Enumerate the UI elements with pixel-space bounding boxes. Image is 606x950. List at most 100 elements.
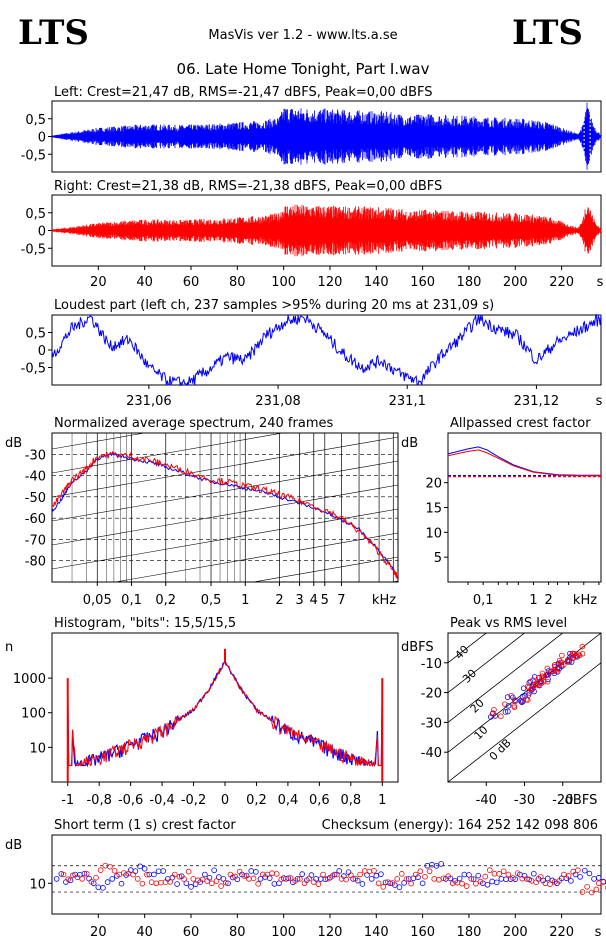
- crest-short-point: [274, 872, 279, 877]
- crest-short-point: [344, 877, 349, 882]
- x-tick-label: 1: [529, 593, 537, 608]
- x-tick-label: 5: [321, 593, 329, 608]
- x-tick-label: 1: [241, 593, 249, 608]
- spectrum-slope-line: [52, 461, 398, 521]
- crest-short-point: [272, 881, 277, 886]
- crest-short-point: [562, 872, 567, 877]
- x-tick-label: 160: [410, 275, 435, 290]
- crest-short-point: [596, 881, 601, 886]
- crest-short-point: [432, 876, 437, 881]
- x-tick-label: 140: [364, 275, 389, 290]
- x-tick-label: 0,05: [83, 593, 112, 608]
- y-tick-label: 1000: [13, 672, 46, 687]
- crest-short-point: [494, 880, 499, 885]
- peak-rms-point: [498, 714, 503, 719]
- crest-short-point: [219, 884, 224, 889]
- waveform-title: Right: Crest=21,38 dB, RMS=-21,38 dBFS, …: [54, 179, 442, 194]
- crest-short-point: [158, 880, 163, 885]
- y-tick-label: 10: [425, 526, 442, 541]
- crest-short-point: [300, 872, 305, 877]
- crest-short-point: [189, 884, 194, 889]
- spectrum-slope-line: [52, 317, 398, 377]
- spectrum-title: Normalized average spectrum, 240 frames: [54, 416, 333, 431]
- crest-short-point: [369, 876, 374, 881]
- crest-short-point: [582, 868, 587, 873]
- y-tick-label: 0,5: [25, 113, 46, 128]
- crest-short-point: [501, 869, 506, 874]
- x-tick-label: 80: [229, 275, 246, 290]
- crest-short-point: [483, 874, 488, 879]
- y-tick-label: -40: [25, 470, 46, 485]
- y-tick-label: 15: [425, 502, 442, 517]
- x-tick-label: 100: [271, 275, 296, 290]
- y-tick-label: 10: [29, 741, 46, 756]
- waveform-signal: [52, 103, 601, 171]
- crest-short-point: [534, 880, 539, 885]
- crest-short-point: [110, 876, 115, 881]
- peak-rms-point: [559, 653, 564, 658]
- crest-short-point: [253, 869, 258, 874]
- x-unit-label: s: [595, 925, 602, 940]
- crest-short-point: [80, 876, 85, 881]
- histogram-y-unit: n: [5, 640, 13, 655]
- spectrum-series: [52, 453, 398, 578]
- x-tick-label: 200: [503, 925, 528, 940]
- crest-short-frame: [52, 835, 601, 914]
- crest-short-y-unit: dB: [5, 838, 22, 853]
- crest-short-point: [395, 876, 400, 881]
- crest-short-point: [256, 881, 261, 886]
- y-tick-label: -0,5: [21, 362, 46, 377]
- crest-short-point: [94, 875, 99, 880]
- x-tick-label: 200: [503, 275, 528, 290]
- peak-rms-diagonal-label: 40: [452, 643, 471, 662]
- y-tick-label: -40: [421, 746, 442, 761]
- crest-short-point: [545, 876, 550, 881]
- x-tick-label: 0,5: [201, 593, 222, 608]
- x-tick-label: 1: [378, 793, 386, 808]
- crest-short-point: [575, 868, 580, 873]
- crest-short-point: [246, 876, 251, 881]
- crest-short-point: [309, 873, 314, 878]
- y-tick-label: 0: [38, 225, 46, 240]
- x-unit-label: kHz: [372, 593, 396, 608]
- crest-short-point: [487, 868, 492, 873]
- crest-short-point: [101, 885, 106, 890]
- crest-short-point: [423, 874, 428, 879]
- spectrum-grid: [52, 293, 398, 761]
- crest-short-point: [499, 876, 504, 881]
- x-unit-label: dBFS: [565, 793, 598, 808]
- crest-short-point: [142, 866, 147, 871]
- x-tick-label: 40: [136, 275, 153, 290]
- spectrum-slope-line: [52, 557, 398, 617]
- x-tick-label: 60: [183, 275, 200, 290]
- crest-short-point: [209, 881, 214, 886]
- crest-short-point: [131, 872, 136, 877]
- x-tick-label: 0,4: [278, 793, 299, 808]
- x-tick-label: 0,1: [473, 593, 494, 608]
- crest-short-point: [154, 881, 159, 886]
- logo-right: LTS: [512, 13, 583, 53]
- logo-left: LTS: [18, 13, 89, 53]
- y-tick-label: -80: [25, 555, 46, 570]
- spectrum-y-unit: dB: [5, 436, 22, 451]
- crest-short-point: [439, 862, 444, 867]
- y-tick-label: 5: [434, 551, 442, 566]
- x-tick-label: 0,2: [246, 793, 267, 808]
- crest-short-point: [420, 881, 425, 886]
- peak-rms-y-unit: dBFS: [401, 640, 434, 655]
- crest-short-point: [585, 884, 590, 889]
- crest-short-point: [212, 868, 217, 873]
- crest-short-point: [592, 876, 597, 881]
- x-tick-label: 0,8: [340, 793, 361, 808]
- crest-short-point: [492, 871, 497, 876]
- crest-short-point: [214, 879, 219, 884]
- y-tick-label: -70: [25, 533, 46, 548]
- spectrum-slope-line: [52, 437, 398, 497]
- crest-short-point: [133, 869, 138, 874]
- x-unit-label: s: [596, 394, 603, 409]
- x-tick-label: 140: [364, 925, 389, 940]
- x-tick-label: 231,12: [514, 394, 560, 409]
- crest-short-point: [490, 879, 495, 884]
- allpassed-series: [448, 450, 601, 476]
- x-tick-label: -0,4: [149, 793, 174, 808]
